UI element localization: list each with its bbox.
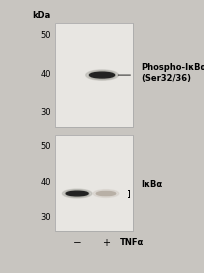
Text: kDa: kDa: [32, 11, 50, 20]
Text: Phospho-IκBα
(Ser32/36): Phospho-IκBα (Ser32/36): [141, 63, 204, 83]
Ellipse shape: [85, 70, 118, 80]
Ellipse shape: [66, 191, 88, 196]
Ellipse shape: [88, 71, 115, 79]
Ellipse shape: [65, 190, 89, 197]
Ellipse shape: [96, 191, 115, 196]
Ellipse shape: [93, 190, 118, 197]
Text: −: −: [72, 238, 81, 248]
Text: TNFα: TNFα: [119, 238, 144, 247]
Ellipse shape: [62, 189, 92, 198]
Ellipse shape: [89, 72, 114, 78]
Text: +: +: [101, 238, 110, 248]
Text: IκBα: IκBα: [141, 180, 162, 189]
